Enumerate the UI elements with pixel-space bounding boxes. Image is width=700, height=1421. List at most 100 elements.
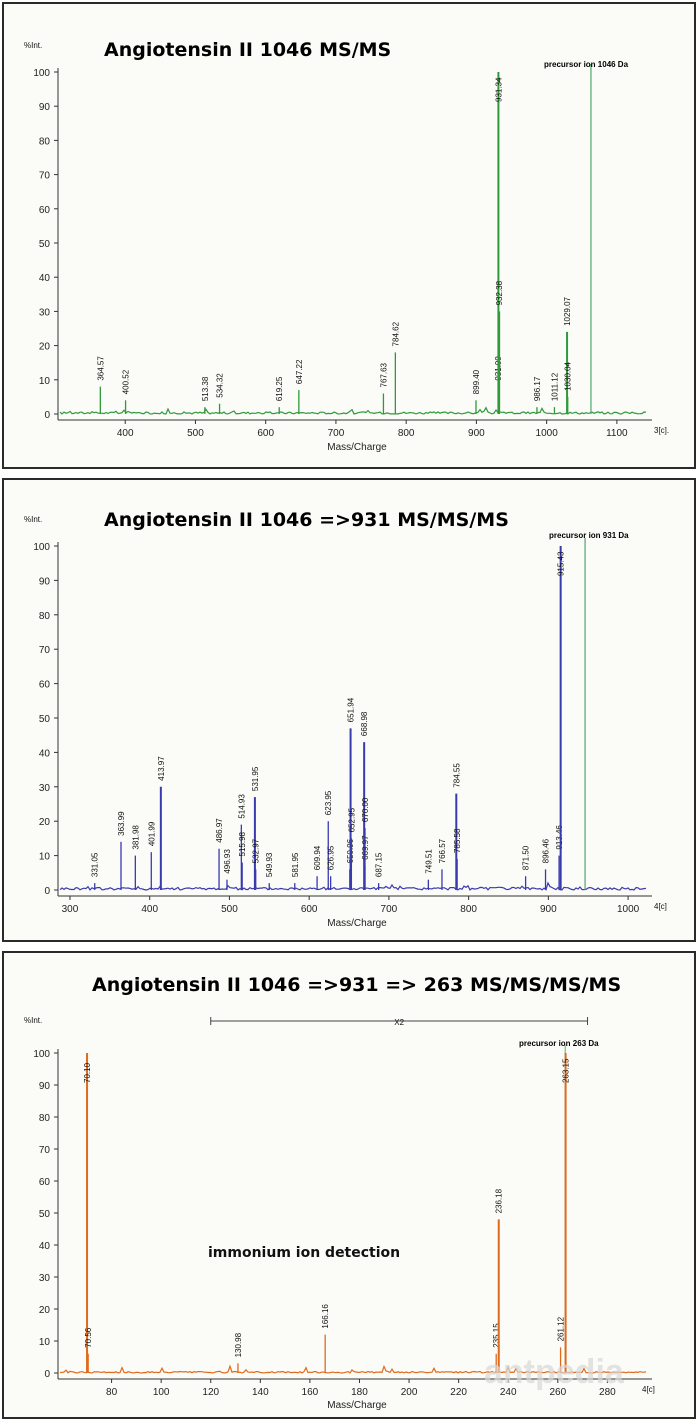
y-tick-label: 70 (39, 171, 51, 182)
x-axis-label: Mass/Charge (327, 442, 387, 453)
x-tick-label: 140 (252, 1387, 269, 1398)
x-tick-label: 280 (599, 1387, 616, 1398)
annotation-text: immonium ion detection (208, 1245, 400, 1261)
peak-label: 581.95 (291, 852, 300, 877)
x-tick-label: 900 (540, 904, 557, 915)
peak-label: 647.22 (295, 359, 304, 384)
peak-label: 400.52 (122, 369, 131, 394)
peak-label: 413.97 (157, 756, 166, 781)
x-tick-label: 400 (141, 904, 158, 915)
peak-label: 931.34 (494, 77, 503, 102)
x-tick-label: 600 (301, 904, 318, 915)
peak-label: 236.18 (495, 1188, 504, 1213)
peak-label: 670.00 (361, 797, 370, 822)
y-tick-label: 90 (39, 1081, 51, 1092)
precursor-label: precursor ion 263 Da (519, 1039, 599, 1048)
peak-label: 986.17 (533, 376, 542, 401)
peak-label: 651.94 (347, 697, 356, 722)
peak-label: 486.97 (215, 818, 224, 843)
peak-label: 70.10 (83, 1062, 92, 1083)
peak-label: 784.55 (452, 763, 461, 788)
y-axis-label: %Int. (24, 515, 42, 524)
peak-label: 166.16 (321, 1304, 330, 1329)
peak-label: 913.46 (555, 825, 564, 850)
peak-label: 549.93 (265, 852, 274, 877)
x-tick-label: 800 (398, 428, 415, 439)
y-tick-label: 80 (39, 1113, 51, 1124)
y-tick-label: 70 (39, 645, 51, 656)
peak-label: 381.98 (131, 825, 140, 850)
y-tick-label: 60 (39, 1177, 51, 1188)
x-tick-label: 1000 (536, 428, 559, 439)
peak-label: 766.57 (438, 838, 447, 863)
y-tick-label: 70 (39, 1145, 51, 1156)
y-tick-label: 10 (39, 1337, 51, 1348)
x-tick-label: 240 (500, 1387, 517, 1398)
y-tick-label: 0 (44, 886, 50, 897)
peak-label: 785.58 (453, 828, 462, 853)
baseline-trace (59, 406, 647, 415)
x-tick-label: 700 (381, 904, 398, 915)
peak-label: 534.32 (216, 373, 225, 398)
peak-label: 1011.12 (550, 372, 559, 401)
peak-label: 532.97 (252, 838, 261, 863)
peak-label: 513.38 (201, 376, 210, 401)
peak-label: 767.63 (379, 362, 388, 387)
peak-label: 932.38 (495, 280, 504, 305)
x-tick-label: 220 (450, 1387, 467, 1398)
peak-label: 514.93 (237, 794, 246, 819)
y-tick-label: 10 (39, 852, 51, 863)
peak-label: 899.40 (472, 369, 481, 394)
peak-label: 235.15 (492, 1323, 501, 1348)
y-tick-label: 0 (44, 1369, 50, 1380)
spectrum-panel-ms3: Angiotensin II 1046 =>931 MS/MS/MS %Int. 0… (2, 478, 696, 942)
peak-label: 687.15 (375, 852, 384, 877)
y-tick-label: 100 (33, 542, 50, 553)
y-tick-label: 60 (39, 680, 51, 691)
peak-label: 749.51 (424, 849, 433, 874)
y-tick-label: 40 (39, 273, 51, 284)
spectrum-panel-msms: Angiotensin II 1046 MS/MS %Int. 0 10 20 30 40 5… (2, 2, 696, 469)
peak-label: 531.95 (251, 766, 260, 791)
baseline-trace (59, 1364, 647, 1374)
x-axis-label: Mass/Charge (327, 1400, 387, 1411)
peak-label: 1030.04 (564, 361, 573, 390)
peak-label: 263.15 (562, 1058, 571, 1083)
x-tick-label: 100 (153, 1387, 170, 1398)
y-tick-label: 30 (39, 307, 51, 318)
y-tick-label: 30 (39, 1273, 51, 1284)
y-tick-label: 20 (39, 1305, 51, 1316)
y-tick-label: 40 (39, 1241, 51, 1252)
peak-label: 515.98 (238, 831, 247, 856)
peak-label: 626.95 (327, 845, 336, 870)
corner-label: 4[c] (642, 1385, 655, 1394)
peak-label: 915.43 (557, 551, 566, 576)
x-tick-label: 400 (117, 428, 134, 439)
y-tick-label: 30 (39, 783, 51, 794)
spectrum-chart-ms3: Angiotensin II 1046 =>931 MS/MS/MS %Int. 0… (24, 509, 667, 929)
peak-label: 896.46 (542, 838, 551, 863)
chart-title: Angiotensin II 1046 =>931 MS/MS/MS (104, 509, 509, 531)
peak-label: 261.12 (557, 1316, 566, 1341)
x-tick-label: 120 (202, 1387, 219, 1398)
y-tick-label: 100 (33, 68, 50, 79)
peak-label: 130.98 (234, 1332, 243, 1357)
peak-label: 363.99 (117, 811, 126, 836)
peak-label: 401.99 (147, 821, 156, 846)
x-tick-label: 180 (351, 1387, 368, 1398)
y-tick-label: 50 (39, 714, 51, 725)
peak-label: 623.95 (324, 790, 333, 815)
precursor-label: precursor ion 1046 Da (544, 60, 629, 69)
y-tick-label: 80 (39, 136, 51, 147)
zoom-label: X2 (394, 1018, 404, 1027)
y-tick-label: 20 (39, 342, 51, 353)
x-tick-label: 500 (221, 904, 238, 915)
y-tick-label: 50 (39, 239, 51, 250)
peak-label: 652.95 (347, 807, 356, 832)
chart-title: Angiotensin II 1046 =>931 => 263 MS/MS/M… (92, 974, 621, 996)
x-axis-label: Mass/Charge (327, 918, 387, 929)
x-tick-label: 700 (328, 428, 345, 439)
y-tick-label: 0 (44, 410, 50, 421)
y-axis-label: %Int. (24, 41, 42, 50)
x-tick-label: 200 (401, 1387, 418, 1398)
